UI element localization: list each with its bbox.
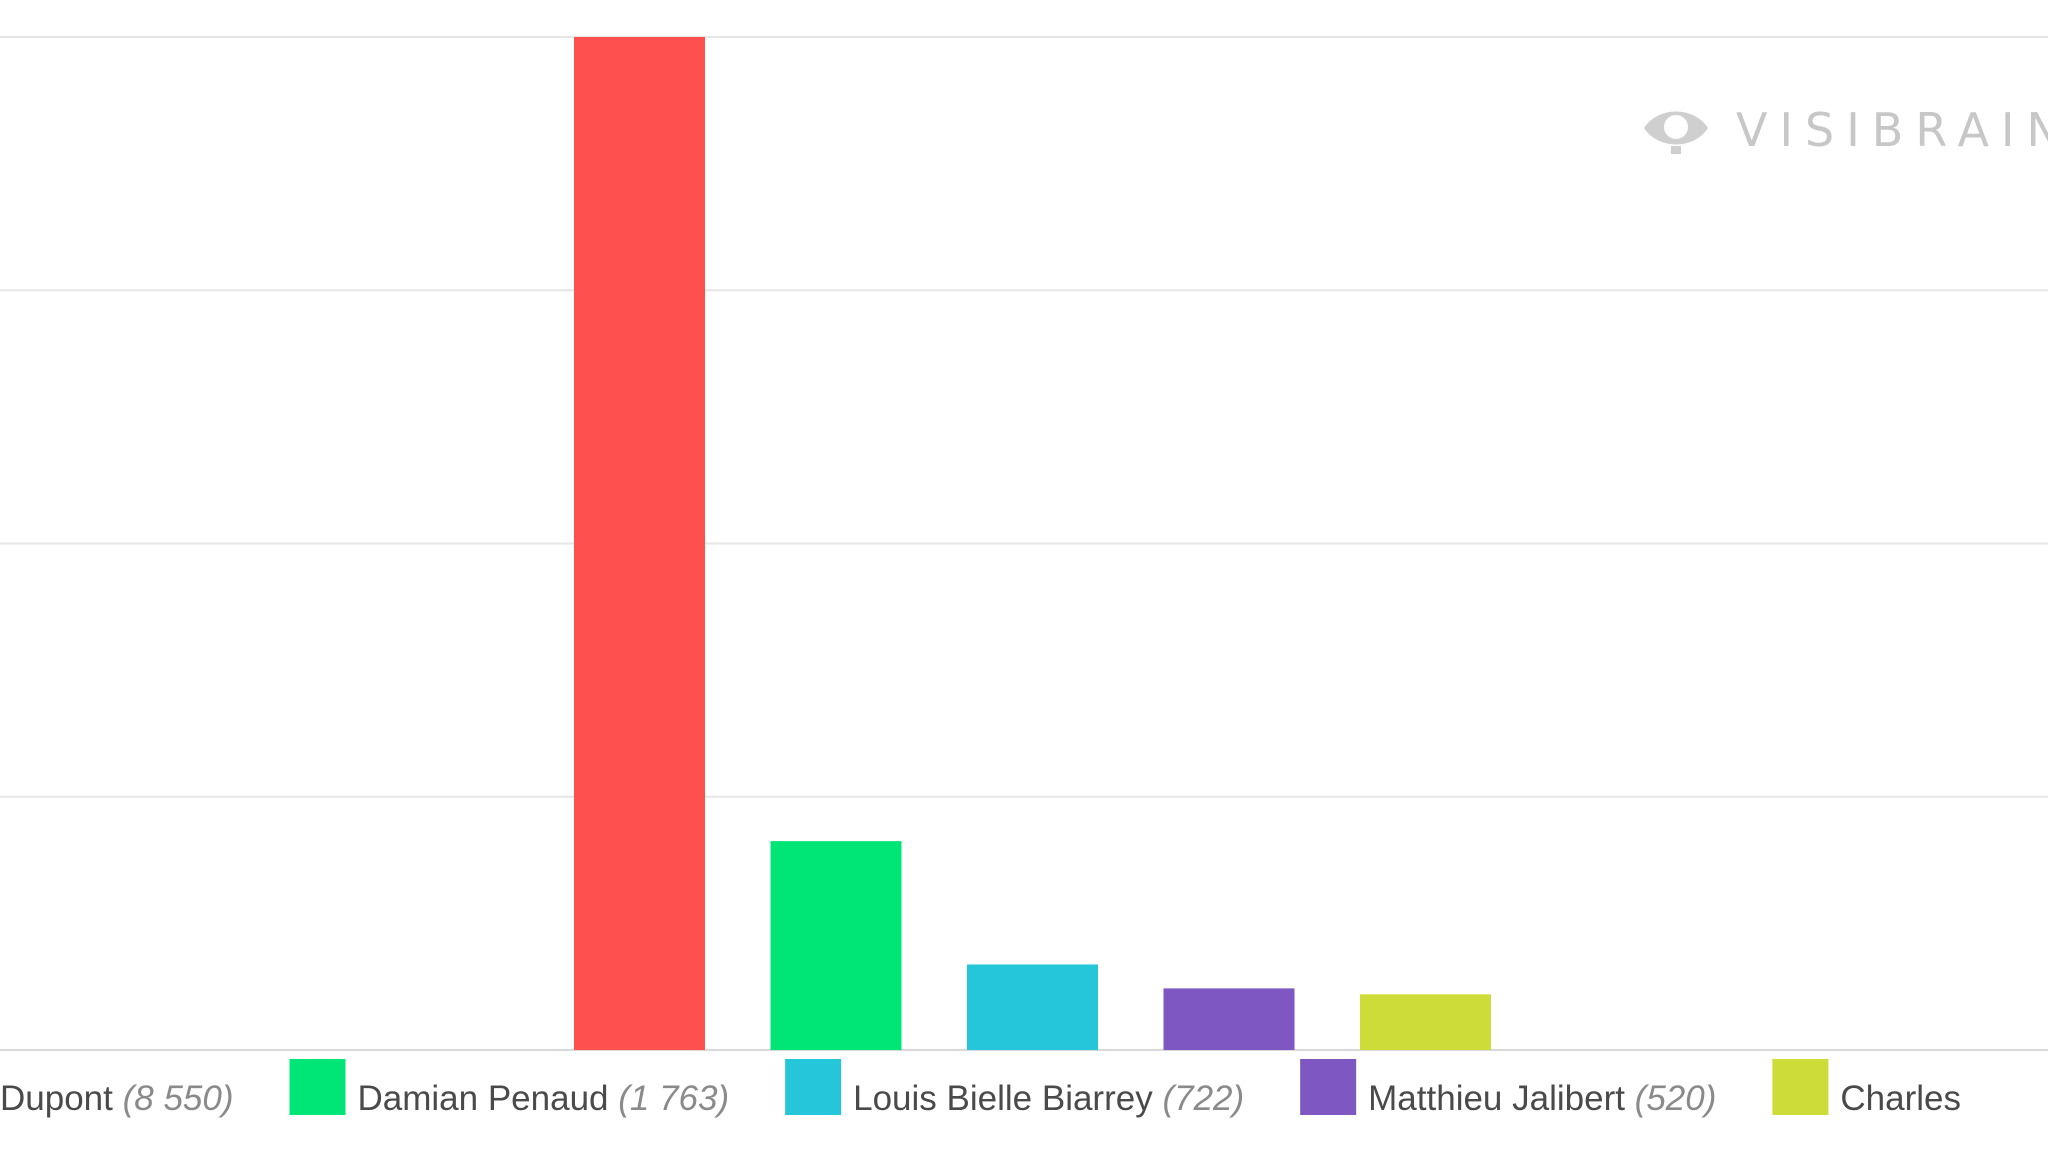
bars: [574, 37, 1491, 1050]
legend-item[interactable]: Louis Bielle Biarrey (722): [785, 1059, 1244, 1118]
legend-series-name: Matthieu Jalibert: [1368, 1079, 1625, 1118]
watermark-text: VISIBRAIN: [1736, 103, 2048, 157]
legend-swatch: [1300, 1059, 1357, 1115]
grid-lines: [0, 36, 2048, 1051]
bar-charles: [1360, 994, 1491, 1050]
bar-matthieu-jalibert: [1163, 988, 1295, 1050]
legend-series-name: Charles: [1840, 1079, 1961, 1118]
legend-label: Louis Bielle Biarrey (722): [853, 1079, 1244, 1118]
legend-item[interactable]: Matthieu Jalibert (520): [1300, 1059, 1716, 1118]
legend: Dupont (8 550) Damian Penaud (1 763) Louis…: [0, 1059, 1961, 1118]
legend-swatch: [785, 1059, 842, 1115]
legend-swatch: [1772, 1059, 1829, 1115]
bar-louis-bielle-biarrey: [967, 964, 1098, 1050]
legend-swatch: [289, 1059, 346, 1115]
legend-series-name: Louis Bielle Biarrey: [853, 1079, 1153, 1118]
bar-dupont: [574, 37, 705, 1050]
legend-item[interactable]: Damian Penaud (1 763): [289, 1059, 730, 1118]
bar-damian-penaud: [770, 841, 902, 1050]
legend-label: Matthieu Jalibert (520): [1368, 1079, 1716, 1118]
visibrain-watermark: VISIBRAIN: [1644, 103, 2048, 157]
legend-label: Damian Penaud (1 763): [358, 1079, 730, 1118]
legend-label: Charles: [1840, 1079, 1961, 1118]
legend-series-count: (722): [1153, 1079, 1244, 1118]
legend-label: Dupont (8 550): [0, 1079, 234, 1118]
legend-series-name: Dupont: [0, 1079, 113, 1118]
legend-series-name: Damian Penaud: [358, 1079, 609, 1118]
legend-item[interactable]: Charles: [1772, 1059, 1961, 1118]
legend-series-count: (8 550): [113, 1079, 234, 1118]
legend-item[interactable]: Dupont (8 550): [0, 1079, 234, 1118]
legend-series-count: (1 763): [609, 1079, 730, 1118]
eye-icon: [1644, 111, 1708, 154]
legend-series-count: (520): [1625, 1079, 1716, 1118]
